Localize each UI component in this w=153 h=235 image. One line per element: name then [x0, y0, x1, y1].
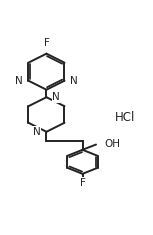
Text: F: F [43, 38, 49, 48]
Text: N: N [71, 76, 78, 86]
Text: N: N [15, 76, 22, 86]
Text: OH: OH [104, 139, 120, 149]
Text: N: N [52, 92, 60, 102]
Text: F: F [80, 178, 85, 188]
Text: N: N [33, 127, 40, 137]
Text: HCl: HCl [114, 111, 135, 124]
